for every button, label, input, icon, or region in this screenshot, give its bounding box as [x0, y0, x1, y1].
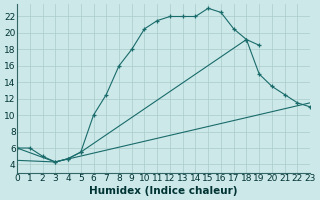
- X-axis label: Humidex (Indice chaleur): Humidex (Indice chaleur): [89, 186, 238, 196]
